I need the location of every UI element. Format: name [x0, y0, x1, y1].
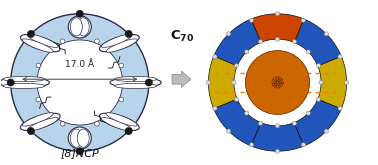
Ellipse shape	[206, 80, 211, 85]
Ellipse shape	[145, 79, 152, 86]
Text: [8]NCP: [8]NCP	[60, 148, 99, 158]
Ellipse shape	[306, 111, 310, 115]
Ellipse shape	[11, 14, 149, 151]
Polygon shape	[214, 19, 261, 66]
Ellipse shape	[119, 63, 124, 68]
Ellipse shape	[226, 129, 231, 133]
Ellipse shape	[275, 12, 280, 16]
Ellipse shape	[125, 30, 132, 37]
Ellipse shape	[3, 76, 45, 82]
Text: 17.0 Å: 17.0 Å	[65, 60, 94, 69]
Ellipse shape	[234, 97, 239, 101]
Polygon shape	[294, 99, 341, 146]
Polygon shape	[318, 56, 347, 109]
Ellipse shape	[20, 34, 60, 52]
Ellipse shape	[101, 117, 132, 131]
Ellipse shape	[27, 117, 58, 131]
Ellipse shape	[94, 121, 99, 126]
Ellipse shape	[99, 113, 139, 131]
Polygon shape	[251, 123, 304, 151]
Ellipse shape	[301, 18, 305, 22]
Ellipse shape	[301, 143, 305, 147]
Ellipse shape	[324, 129, 328, 133]
Ellipse shape	[22, 39, 53, 52]
Ellipse shape	[20, 113, 60, 131]
Ellipse shape	[115, 76, 156, 82]
Ellipse shape	[60, 121, 65, 126]
Ellipse shape	[316, 97, 321, 101]
Ellipse shape	[7, 79, 14, 86]
Ellipse shape	[68, 16, 91, 38]
Ellipse shape	[338, 55, 342, 59]
Ellipse shape	[94, 39, 99, 44]
Ellipse shape	[27, 30, 34, 37]
FancyArrow shape	[172, 71, 191, 87]
Ellipse shape	[27, 34, 58, 48]
Ellipse shape	[275, 37, 280, 41]
Ellipse shape	[344, 80, 349, 85]
Ellipse shape	[213, 55, 217, 59]
Ellipse shape	[226, 32, 231, 36]
Ellipse shape	[77, 18, 89, 36]
Polygon shape	[251, 14, 304, 42]
Ellipse shape	[27, 128, 34, 135]
Ellipse shape	[119, 97, 124, 102]
Ellipse shape	[60, 39, 65, 44]
Ellipse shape	[245, 111, 249, 115]
Ellipse shape	[258, 121, 263, 126]
Ellipse shape	[106, 39, 137, 52]
Ellipse shape	[275, 124, 280, 128]
Ellipse shape	[36, 63, 40, 68]
Ellipse shape	[0, 78, 50, 87]
Ellipse shape	[319, 80, 323, 85]
Ellipse shape	[76, 148, 84, 155]
Ellipse shape	[101, 34, 132, 48]
Ellipse shape	[249, 143, 254, 147]
Ellipse shape	[70, 129, 82, 147]
Ellipse shape	[22, 113, 53, 126]
Text: $\mathbf{C_{70}}$: $\mathbf{C_{70}}$	[170, 29, 194, 44]
Ellipse shape	[275, 149, 280, 153]
Ellipse shape	[316, 64, 321, 68]
Polygon shape	[294, 19, 341, 66]
Polygon shape	[214, 99, 261, 146]
Ellipse shape	[213, 106, 217, 110]
Ellipse shape	[245, 50, 249, 54]
Ellipse shape	[76, 10, 84, 17]
Ellipse shape	[306, 50, 310, 54]
Ellipse shape	[245, 51, 310, 114]
Ellipse shape	[292, 121, 297, 126]
Ellipse shape	[258, 39, 263, 44]
Ellipse shape	[324, 32, 328, 36]
Ellipse shape	[234, 64, 239, 68]
Ellipse shape	[338, 106, 342, 110]
Ellipse shape	[68, 127, 91, 149]
Ellipse shape	[99, 34, 139, 52]
Ellipse shape	[37, 40, 122, 125]
Ellipse shape	[232, 80, 236, 85]
Ellipse shape	[70, 18, 82, 36]
Ellipse shape	[36, 97, 40, 102]
Ellipse shape	[249, 18, 254, 22]
Ellipse shape	[292, 39, 297, 44]
Ellipse shape	[106, 113, 137, 126]
Ellipse shape	[110, 78, 161, 87]
Polygon shape	[209, 56, 237, 109]
Ellipse shape	[77, 129, 89, 147]
Ellipse shape	[125, 128, 132, 135]
Ellipse shape	[3, 83, 45, 89]
Ellipse shape	[115, 83, 156, 89]
